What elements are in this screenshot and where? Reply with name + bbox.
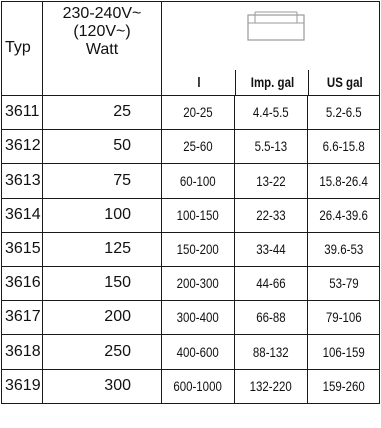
typ-cell: 3614 <box>1 197 43 233</box>
watt-cell: 150 <box>42 265 162 302</box>
header-us-gal: US gal <box>308 70 379 95</box>
header-liters: l <box>196 74 201 90</box>
liters-cell: 200-300 <box>161 265 235 302</box>
table-row: 3615 125 150-200 33-44 39.6-53 <box>1 231 381 267</box>
liters-cell: 400-600 <box>161 334 235 370</box>
heater-spec-table: Typ 230-240V~ (120V~) Watt l Imp. gal US… <box>1 1 381 404</box>
imp-gal-cell: 13-22 <box>234 163 308 199</box>
table-row: 3614 100 100-150 22-33 26.4-39.6 <box>1 197 381 233</box>
header-imp-gal: Imp. gal <box>235 70 308 95</box>
imp-gal-cell: 132-220 <box>234 368 308 404</box>
header-voltage-watt: 230-240V~ (120V~) Watt <box>42 1 162 96</box>
volume-units-row: l Imp. gal US gal <box>163 70 379 95</box>
typ-cell: 3615 <box>1 231 43 267</box>
typ-cell: 3617 <box>1 300 43 336</box>
table-row: 3613 75 60-100 13-22 15.8-26.4 <box>1 163 381 199</box>
liters-cell: 600-1000 <box>161 368 235 404</box>
imp-gal-cell: 22-33 <box>234 197 308 233</box>
watt-cell: 75 <box>42 163 162 199</box>
liters-cell: 20-25 <box>161 94 235 131</box>
imp-gal-cell: 33-44 <box>234 231 308 267</box>
typ-cell: 3616 <box>1 265 43 302</box>
table-row: 3611 25 20-25 4.4-5.5 5.2-6.5 <box>1 94 381 131</box>
us-gal-cell: 159-260 <box>306 368 381 404</box>
table-row: 3616 150 200-300 44-66 53-79 <box>1 265 381 302</box>
us-gal-cell: 6.6-15.8 <box>306 129 381 165</box>
watt-cell: 25 <box>42 94 162 131</box>
watt-cell: 300 <box>42 368 162 404</box>
typ-cell: 3618 <box>1 334 43 370</box>
imp-gal-cell: 88-132 <box>234 334 308 370</box>
liters-cell: 150-200 <box>161 231 235 267</box>
us-gal-cell: 5.2-6.5 <box>306 94 381 131</box>
us-gal-cell: 26.4-39.6 <box>306 197 381 233</box>
header-tank-volume: l Imp. gal US gal <box>160 1 381 96</box>
typ-cell: 3612 <box>1 129 43 165</box>
imp-gal-cell: 44-66 <box>234 265 308 302</box>
us-gal-cell: 15.8-26.4 <box>306 163 381 199</box>
liters-cell: 60-100 <box>161 163 235 199</box>
header-row: Typ 230-240V~ (120V~) Watt l Imp. gal US… <box>1 1 381 96</box>
watt-cell: 125 <box>42 231 162 267</box>
liters-cell: 25-60 <box>161 129 235 165</box>
typ-cell: 3619 <box>1 368 43 404</box>
header-voltage: 230-240V~ <box>62 5 142 22</box>
imp-gal-cell: 5.5-13 <box>234 129 308 165</box>
table-row: 3612 50 25-60 5.5-13 6.6-15.8 <box>1 129 381 165</box>
imp-gal-cell: 4.4-5.5 <box>234 94 308 131</box>
typ-cell: 3613 <box>1 163 43 199</box>
header-watt: Watt <box>85 40 119 58</box>
us-gal-cell: 79-106 <box>306 300 381 336</box>
header-typ: Typ <box>1 1 43 96</box>
watt-cell: 250 <box>42 334 162 370</box>
watt-cell: 100 <box>42 197 162 233</box>
liters-cell: 100-150 <box>161 197 235 233</box>
typ-cell: 3611 <box>1 94 43 131</box>
us-gal-cell: 39.6-53 <box>306 231 381 267</box>
table-row: 3619 300 600-1000 132-220 159-260 <box>1 368 381 404</box>
us-gal-cell: 53-79 <box>306 265 381 302</box>
table-row: 3617 200 300-400 66-88 79-106 <box>1 300 381 336</box>
liters-cell: 300-400 <box>161 300 235 336</box>
rectangular-tank-icon <box>247 11 305 41</box>
us-gal-cell: 106-159 <box>306 334 381 370</box>
watt-cell: 50 <box>42 129 162 165</box>
imp-gal-cell: 66-88 <box>234 300 308 336</box>
watt-cell: 200 <box>42 300 162 336</box>
table-row: 3618 250 400-600 88-132 106-159 <box>1 334 381 370</box>
header-voltage-alt: (120V~) <box>73 22 131 40</box>
